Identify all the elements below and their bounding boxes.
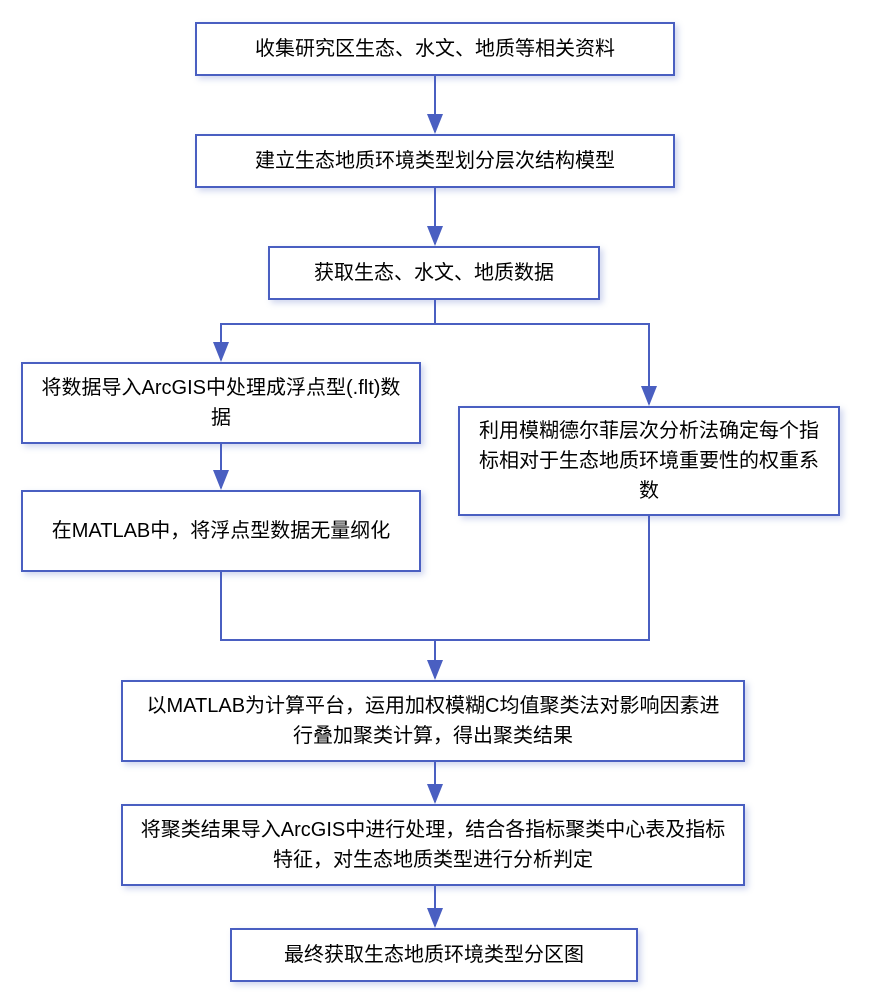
node-label: 将数据导入ArcGIS中处理成浮点型(.flt)数据 bbox=[37, 373, 405, 433]
node-label: 在MATLAB中，将浮点型数据无量纲化 bbox=[52, 516, 391, 546]
flowchart-node-6: 在MATLAB中，将浮点型数据无量纲化 bbox=[21, 490, 421, 572]
flowchart-node-9: 最终获取生态地质环境类型分区图 bbox=[230, 928, 638, 982]
flowchart-node-5: 利用模糊德尔菲层次分析法确定每个指标相对于生态地质环境重要性的权重系数 bbox=[458, 406, 840, 516]
node-label: 利用模糊德尔菲层次分析法确定每个指标相对于生态地质环境重要性的权重系数 bbox=[474, 416, 824, 506]
node-label: 将聚类结果导入ArcGIS中进行处理，结合各指标聚类中心表及指标特征，对生态地质… bbox=[137, 815, 729, 875]
node-label: 建立生态地质环境类型划分层次结构模型 bbox=[255, 146, 615, 176]
node-label: 以MATLAB为计算平台，运用加权模糊C均值聚类法对影响因素进行叠加聚类计算，得… bbox=[137, 691, 729, 751]
node-label: 收集研究区生态、水文、地质等相关资料 bbox=[255, 34, 615, 64]
flowchart-node-4: 将数据导入ArcGIS中处理成浮点型(.flt)数据 bbox=[21, 362, 421, 444]
node-label: 最终获取生态地质环境类型分区图 bbox=[284, 940, 584, 970]
flowchart-node-2: 建立生态地质环境类型划分层次结构模型 bbox=[195, 134, 675, 188]
node-label: 获取生态、水文、地质数据 bbox=[314, 258, 554, 288]
flowchart-node-3: 获取生态、水文、地质数据 bbox=[268, 246, 600, 300]
flowchart-node-8: 将聚类结果导入ArcGIS中进行处理，结合各指标聚类中心表及指标特征，对生态地质… bbox=[121, 804, 745, 886]
flowchart-node-1: 收集研究区生态、水文、地质等相关资料 bbox=[195, 22, 675, 76]
flowchart-node-7: 以MATLAB为计算平台，运用加权模糊C均值聚类法对影响因素进行叠加聚类计算，得… bbox=[121, 680, 745, 762]
